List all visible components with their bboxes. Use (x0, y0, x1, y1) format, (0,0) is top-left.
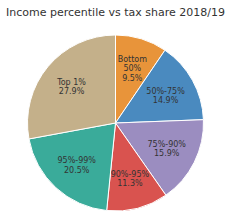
slice-label: 90%-95%11.3% (111, 170, 150, 189)
slice (116, 50, 204, 123)
slice-label: 95%-99%20.5% (58, 156, 97, 175)
slice-label: Top 1%27.9% (56, 78, 86, 97)
slice (27, 35, 115, 139)
slice (107, 123, 166, 211)
slice-label: 50%-75%14.9% (146, 87, 185, 106)
chart: Income percentile vs tax share 2018/19 Bo… (0, 0, 231, 217)
title: Income percentile vs tax share 2018/19 (6, 6, 225, 19)
labels: Bottom50%9.5% 50%-75%14.9% 75%-90%15.9% 90%… (56, 55, 186, 188)
slice-label: 75%-90%15.9% (147, 140, 186, 159)
slice-label: Bottom50%9.5% (118, 55, 148, 83)
slices (27, 35, 203, 211)
